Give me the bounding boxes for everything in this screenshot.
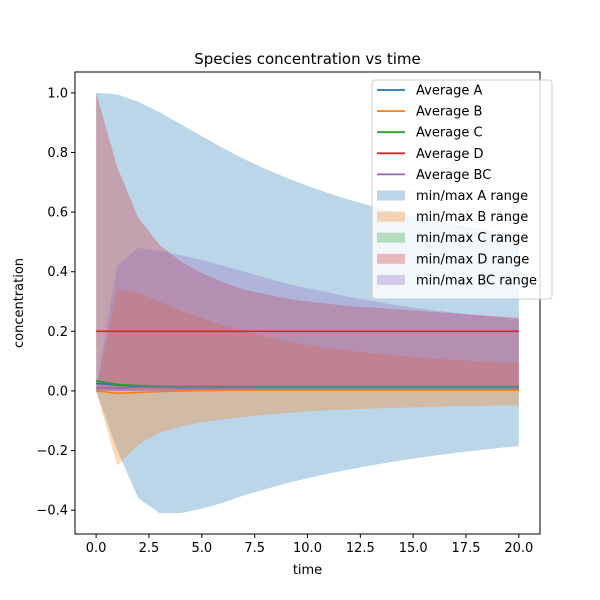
chart-title: Species concentration vs time: [194, 50, 421, 68]
x-tick-label: 7.5: [244, 541, 265, 556]
x-tick-label: 0.0: [86, 541, 107, 556]
y-tick-label: 0.0: [47, 384, 68, 399]
x-tick-label: 17.5: [452, 541, 481, 556]
y-tick-label: 0.8: [47, 146, 68, 161]
range-band-5: [96, 247, 519, 391]
x-tick-label: 20.0: [504, 541, 533, 556]
y-tick-label: −0.2: [36, 444, 68, 459]
plot-area: [96, 92, 519, 514]
legend-patch-swatch: [377, 232, 405, 243]
legend-entry-label: min/max D range: [416, 252, 529, 267]
legend-box: [371, 79, 553, 300]
legend: Average A Average B Average C Average D Aver…: [371, 79, 553, 300]
legend-entry-label: min/max B range: [416, 210, 528, 225]
x-tick-label: 15.0: [399, 541, 428, 556]
x-tick-label: 5.0: [191, 541, 212, 556]
average-line-3: [96, 380, 519, 388]
range-band-4: [96, 92, 519, 391]
range-band-1: [96, 92, 519, 514]
legend-entry-label: Average A: [416, 84, 483, 99]
legend-entry-label: min/max C range: [416, 231, 528, 246]
average-line-5: [96, 386, 519, 389]
y-tick-label: 0.4: [47, 265, 68, 280]
x-tick-label: 12.5: [346, 541, 375, 556]
x-axis-label: time: [293, 563, 322, 578]
axes: 0.0 2.5 5.0 7.5 10.0 12.5 15.0 17.5 20.0 −0.4 −0.2…: [36, 71, 541, 556]
legend-entry-label: Average B: [416, 105, 482, 120]
legend-entry-label: min/max BC range: [416, 273, 537, 288]
y-tick-label: −0.4: [36, 504, 68, 519]
x-tick-label: 10.0: [293, 541, 322, 556]
legend-entry-label: Average C: [416, 126, 483, 141]
legend-patch-swatch: [377, 274, 405, 285]
range-band-2: [96, 289, 519, 466]
legend-entry-label: min/max A range: [416, 189, 528, 204]
y-tick-label: 0.6: [47, 206, 68, 221]
legend-entry-label: Average BC: [416, 168, 491, 183]
x-tick-label: 2.5: [139, 541, 160, 556]
y-tick-label: 1.0: [47, 86, 68, 101]
legend-patch-swatch: [377, 253, 405, 264]
legend-patch-swatch: [377, 190, 405, 201]
legend-patch-swatch: [377, 211, 405, 222]
legend-entry-label: Average D: [416, 147, 484, 162]
y-tick-label: 0.2: [47, 325, 68, 340]
average-line-2: [96, 389, 519, 395]
y-axis-label: concentration: [12, 258, 27, 348]
plot-content: [96, 92, 519, 514]
